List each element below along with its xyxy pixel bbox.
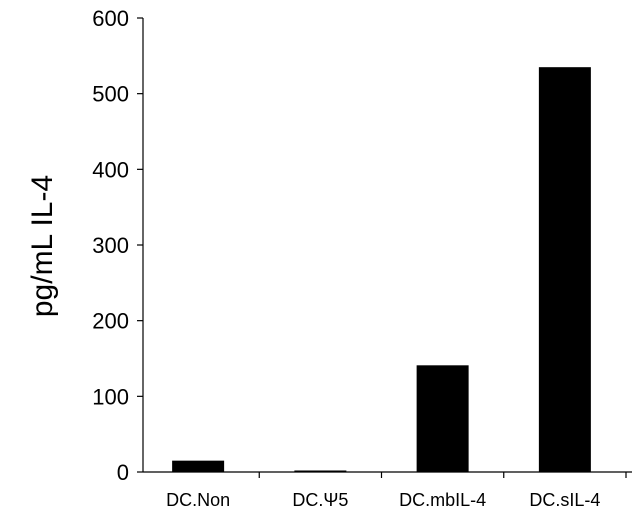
- x-tick-label: DC.mbIL-4: [399, 490, 486, 510]
- bar: [416, 365, 469, 472]
- x-tick-label: DC.sIL-4: [529, 490, 600, 510]
- bars: [172, 67, 591, 472]
- y-tick-label: 200: [92, 309, 129, 334]
- y-tick-label: 400: [92, 157, 129, 182]
- category-labels: DC.Non DC.Ψ5 DC.mbIL-4 DC.sIL-4: [166, 490, 600, 510]
- bar: [172, 460, 225, 472]
- x-tick-label: DC.Ψ5: [292, 490, 348, 510]
- y-axis: 0 100 200 300 400 500 600: [92, 6, 144, 485]
- bar: [538, 67, 591, 472]
- x-tick-label: DC.Non: [166, 490, 230, 510]
- y-tick-label: 0: [117, 460, 129, 485]
- x-axis: [143, 471, 632, 478]
- y-tick-label: 600: [92, 6, 129, 31]
- bar: [294, 470, 347, 472]
- y-axis-title: pg/mL IL-4: [26, 175, 59, 317]
- y-tick-label: 500: [92, 82, 129, 107]
- y-tick-label: 300: [92, 233, 129, 258]
- y-tick-label: 100: [92, 384, 129, 409]
